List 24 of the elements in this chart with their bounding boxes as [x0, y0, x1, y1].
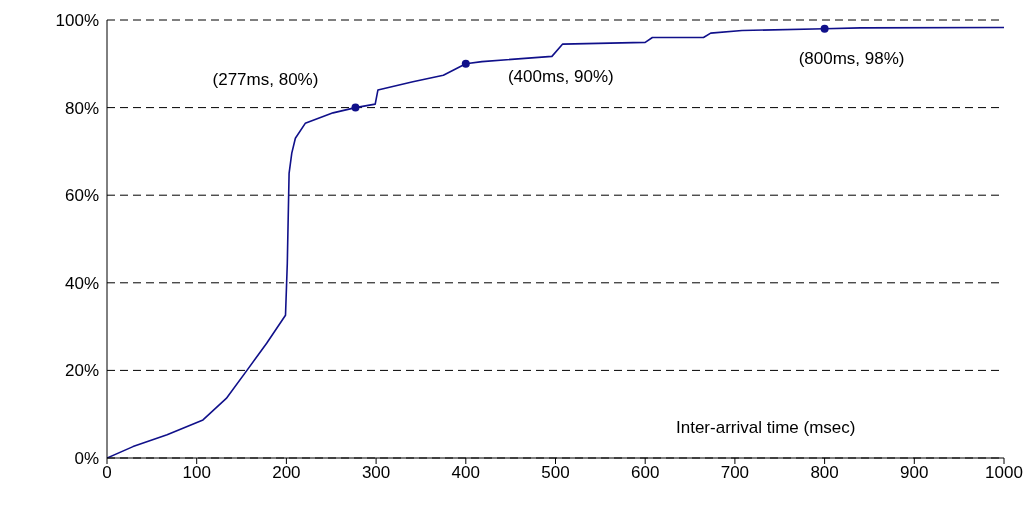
- y-tick-label: 60%: [64, 186, 99, 206]
- x-tick-label: 1000: [985, 463, 1023, 483]
- y-tick-label: 100%: [55, 11, 99, 31]
- annotation: (400ms, 90%): [507, 67, 614, 87]
- x-tick-label: 200: [272, 463, 301, 483]
- annotation: (800ms, 98%): [798, 49, 905, 69]
- x-tick-label: 600: [631, 463, 660, 483]
- x-tick-label: 800: [810, 463, 839, 483]
- x-tick-label: 100: [182, 463, 211, 483]
- x-tick-label: 300: [361, 463, 391, 483]
- x-axis-title: Inter-arrival time (msec): [676, 418, 856, 438]
- point: [820, 24, 829, 33]
- point: [461, 59, 470, 68]
- y-tick-label: 40%: [64, 273, 99, 293]
- y-tick-label: 0%: [74, 449, 99, 469]
- x-tick-label: 900: [900, 463, 929, 483]
- annotation: (277ms, 80%): [212, 70, 319, 90]
- x-tick-label: 0: [102, 463, 112, 483]
- y-tick-label: 80%: [64, 98, 99, 118]
- x-tick-label: 400: [451, 463, 480, 483]
- x-tick-label: 500: [541, 463, 570, 483]
- y-tick-label: 20%: [64, 361, 99, 381]
- point: [351, 103, 360, 112]
- x-tick-label: 700: [720, 463, 750, 483]
